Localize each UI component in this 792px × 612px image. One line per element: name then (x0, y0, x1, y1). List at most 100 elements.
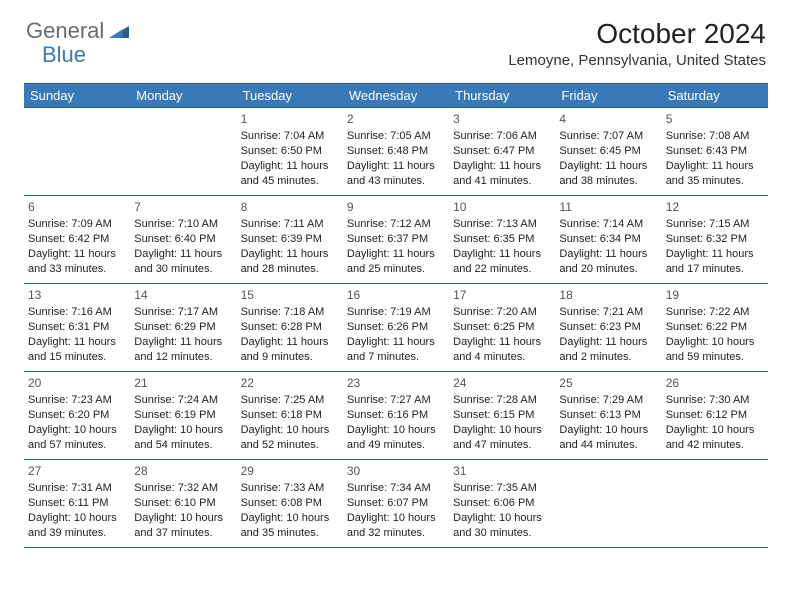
daylight-text: Daylight: 10 hours (134, 423, 232, 438)
calendar-cell: 23Sunrise: 7:27 AMSunset: 6:16 PMDayligh… (343, 372, 449, 460)
day-header: Thursday (449, 84, 555, 108)
location-text: Lemoyne, Pennsylvania, United States (508, 52, 766, 69)
calendar-row: 6Sunrise: 7:09 AMSunset: 6:42 PMDaylight… (24, 196, 768, 284)
sunset-text: Sunset: 6:43 PM (666, 144, 764, 159)
sunset-text: Sunset: 6:23 PM (559, 320, 657, 335)
daylight-text: and 44 minutes. (559, 438, 657, 453)
calendar-cell: 1Sunrise: 7:04 AMSunset: 6:50 PMDaylight… (237, 108, 343, 196)
sunset-text: Sunset: 6:26 PM (347, 320, 445, 335)
sunset-text: Sunset: 6:31 PM (28, 320, 126, 335)
sunset-text: Sunset: 6:28 PM (241, 320, 339, 335)
daylight-text: and 45 minutes. (241, 174, 339, 189)
calendar-cell: 22Sunrise: 7:25 AMSunset: 6:18 PMDayligh… (237, 372, 343, 460)
daylight-text: and 25 minutes. (347, 262, 445, 277)
sunrise-text: Sunrise: 7:19 AM (347, 305, 445, 320)
calendar-cell: 18Sunrise: 7:21 AMSunset: 6:23 PMDayligh… (555, 284, 661, 372)
daylight-text: Daylight: 11 hours (28, 247, 126, 262)
calendar-cell: 29Sunrise: 7:33 AMSunset: 6:08 PMDayligh… (237, 460, 343, 548)
daylight-text: Daylight: 11 hours (28, 335, 126, 350)
sunset-text: Sunset: 6:45 PM (559, 144, 657, 159)
day-number: 19 (666, 287, 764, 303)
calendar-cell: 3Sunrise: 7:06 AMSunset: 6:47 PMDaylight… (449, 108, 555, 196)
daylight-text: Daylight: 11 hours (347, 247, 445, 262)
sunrise-text: Sunrise: 7:21 AM (559, 305, 657, 320)
calendar-cell (662, 460, 768, 548)
calendar-row: 1Sunrise: 7:04 AMSunset: 6:50 PMDaylight… (24, 108, 768, 196)
day-number: 28 (134, 463, 232, 479)
daylight-text: and 38 minutes. (559, 174, 657, 189)
daylight-text: Daylight: 11 hours (241, 335, 339, 350)
daylight-text: and 49 minutes. (347, 438, 445, 453)
daylight-text: and 32 minutes. (347, 526, 445, 541)
sunrise-text: Sunrise: 7:30 AM (666, 393, 764, 408)
daylight-text: and 39 minutes. (28, 526, 126, 541)
calendar-cell: 20Sunrise: 7:23 AMSunset: 6:20 PMDayligh… (24, 372, 130, 460)
daylight-text: Daylight: 11 hours (347, 335, 445, 350)
day-number: 14 (134, 287, 232, 303)
sunset-text: Sunset: 6:37 PM (347, 232, 445, 247)
sunset-text: Sunset: 6:50 PM (241, 144, 339, 159)
daylight-text: Daylight: 11 hours (453, 247, 551, 262)
sunrise-text: Sunrise: 7:15 AM (666, 217, 764, 232)
sunrise-text: Sunrise: 7:25 AM (241, 393, 339, 408)
calendar-cell: 11Sunrise: 7:14 AMSunset: 6:34 PMDayligh… (555, 196, 661, 284)
sunset-text: Sunset: 6:06 PM (453, 496, 551, 511)
day-number: 11 (559, 199, 657, 215)
daylight-text: and 2 minutes. (559, 350, 657, 365)
day-number: 27 (28, 463, 126, 479)
sunrise-text: Sunrise: 7:28 AM (453, 393, 551, 408)
day-number: 30 (347, 463, 445, 479)
sunrise-text: Sunrise: 7:09 AM (28, 217, 126, 232)
daylight-text: Daylight: 11 hours (453, 159, 551, 174)
calendar-cell: 8Sunrise: 7:11 AMSunset: 6:39 PMDaylight… (237, 196, 343, 284)
daylight-text: Daylight: 10 hours (453, 511, 551, 526)
daylight-text: and 30 minutes. (453, 526, 551, 541)
sunset-text: Sunset: 6:15 PM (453, 408, 551, 423)
day-number: 2 (347, 111, 445, 127)
calendar-cell: 13Sunrise: 7:16 AMSunset: 6:31 PMDayligh… (24, 284, 130, 372)
daylight-text: Daylight: 11 hours (134, 247, 232, 262)
sunset-text: Sunset: 6:47 PM (453, 144, 551, 159)
daylight-text: Daylight: 11 hours (666, 247, 764, 262)
daylight-text: and 57 minutes. (28, 438, 126, 453)
calendar-row: 13Sunrise: 7:16 AMSunset: 6:31 PMDayligh… (24, 284, 768, 372)
calendar-cell: 27Sunrise: 7:31 AMSunset: 6:11 PMDayligh… (24, 460, 130, 548)
sunset-text: Sunset: 6:35 PM (453, 232, 551, 247)
calendar-cell (24, 108, 130, 196)
logo: General (26, 18, 131, 44)
day-number: 3 (453, 111, 551, 127)
sunrise-text: Sunrise: 7:31 AM (28, 481, 126, 496)
day-number: 22 (241, 375, 339, 391)
calendar-cell (130, 108, 236, 196)
daylight-text: Daylight: 11 hours (453, 335, 551, 350)
calendar-cell (555, 460, 661, 548)
day-header-row: Sunday Monday Tuesday Wednesday Thursday… (24, 84, 768, 108)
logo-triangle-icon (109, 20, 129, 43)
calendar-cell: 2Sunrise: 7:05 AMSunset: 6:48 PMDaylight… (343, 108, 449, 196)
daylight-text: Daylight: 10 hours (241, 423, 339, 438)
sunrise-text: Sunrise: 7:29 AM (559, 393, 657, 408)
calendar-row: 27 Sunrise: 7:31 AMSunset: 6:11 PM Dayligh… (24, 460, 768, 548)
daylight-text: and 22 minutes. (453, 262, 551, 277)
sunset-text: Sunset: 6:11 PM (28, 496, 126, 511)
calendar-cell: 25Sunrise: 7:29 AMSunset: 6:13 PMDayligh… (555, 372, 661, 460)
sunset-text: Sunset: 6:39 PM (241, 232, 339, 247)
calendar-cell: 21Sunrise: 7:24 AMSunset: 6:19 PMDayligh… (130, 372, 236, 460)
sunrise-text: Sunrise: 7:12 AM (347, 217, 445, 232)
daylight-text: Daylight: 10 hours (666, 335, 764, 350)
sunset-text: Sunset: 6:10 PM (134, 496, 232, 511)
daylight-text: Daylight: 10 hours (347, 511, 445, 526)
month-title: October 2024 (508, 18, 766, 50)
calendar-cell: 16Sunrise: 7:19 AMSunset: 6:26 PMDayligh… (343, 284, 449, 372)
day-number: 12 (666, 199, 764, 215)
daylight-text: Daylight: 11 hours (559, 159, 657, 174)
sunrise-text: Sunrise: 7:20 AM (453, 305, 551, 320)
logo-text-general: General (26, 18, 104, 44)
calendar-cell: 5Sunrise: 7:08 AMSunset: 6:43 PMDaylight… (662, 108, 768, 196)
day-number: 29 (241, 463, 339, 479)
calendar-cell: 15Sunrise: 7:18 AMSunset: 6:28 PMDayligh… (237, 284, 343, 372)
daylight-text: and 12 minutes. (134, 350, 232, 365)
sunrise-text: Sunrise: 7:08 AM (666, 129, 764, 144)
sunset-text: Sunset: 6:40 PM (134, 232, 232, 247)
daylight-text: Daylight: 10 hours (28, 423, 126, 438)
